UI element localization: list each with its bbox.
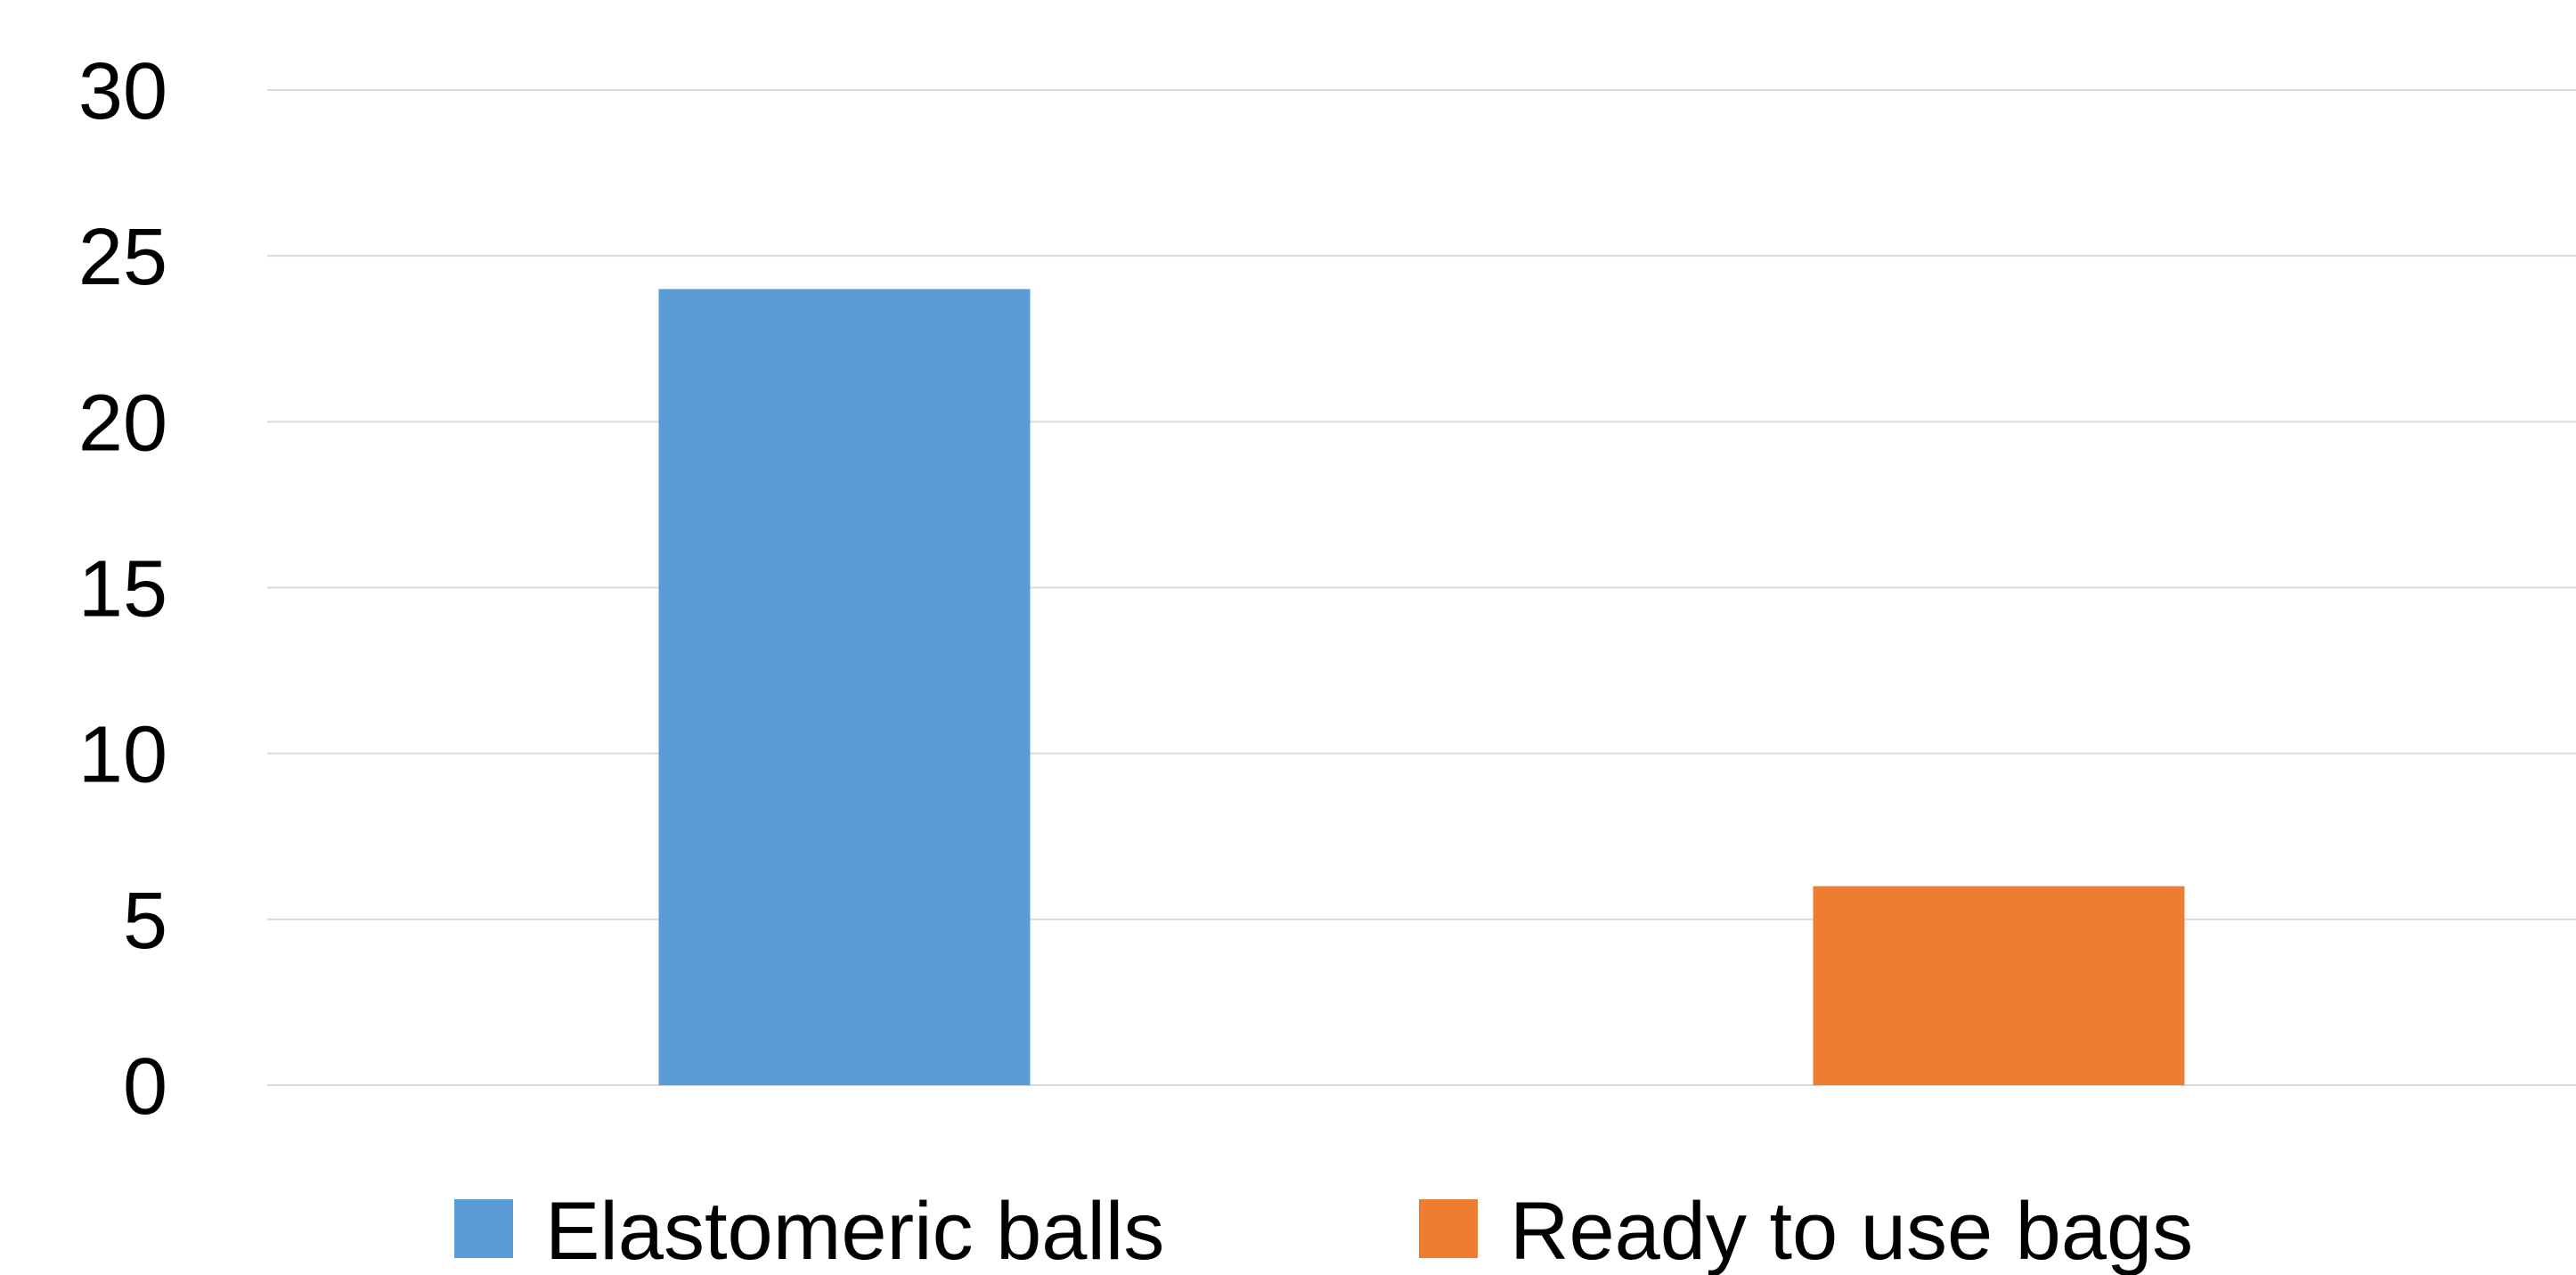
- y-tick-label: 30: [78, 47, 167, 136]
- y-tick-label: 10: [78, 711, 167, 800]
- y-axis-tick-labels: 0 5 10 15 20 25 30: [78, 47, 167, 1132]
- y-tick-label: 0: [123, 1042, 167, 1132]
- legend: Elastomeric balls Ready to use bags: [454, 1186, 2193, 1275]
- y-tick-label: 20: [78, 379, 167, 468]
- gridlines: [267, 89, 2576, 1086]
- legend-label-2: Ready to use bags: [1510, 1186, 2193, 1275]
- legend-swatch-2: [1419, 1199, 1478, 1258]
- legend-swatch-1: [454, 1199, 513, 1258]
- y-tick-label: 25: [78, 213, 167, 302]
- y-tick-label: 5: [123, 877, 167, 966]
- legend-label-1: Elastomeric balls: [545, 1186, 1164, 1275]
- bar-ready-to-use-bags: [1813, 886, 2185, 1085]
- bars: [658, 289, 2185, 1085]
- bar-elastomeric-balls: [658, 289, 1031, 1085]
- y-tick-label: 15: [78, 545, 167, 634]
